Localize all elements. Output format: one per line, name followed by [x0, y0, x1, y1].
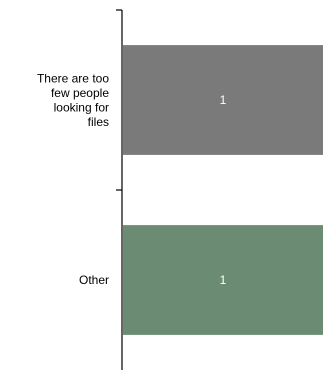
- category-label-1: Other: [79, 273, 109, 287]
- category-label-0: There are too few people looking for files: [37, 71, 109, 129]
- data-label-0: 1: [220, 93, 227, 107]
- category-label-0-line-0: There are too: [37, 71, 109, 85]
- category-label-1-line-0: Other: [79, 273, 109, 287]
- category-label-0-line-1: few people: [51, 86, 109, 100]
- bars-layer: [123, 45, 323, 335]
- y-axis: [116, 9, 123, 370]
- category-label-0-line-2: looking for: [54, 100, 109, 114]
- data-label-1: 1: [220, 273, 227, 287]
- labels-layer: 1 1 There are too few people looking for file…: [37, 71, 227, 287]
- bar-1: [123, 225, 323, 335]
- bar-0: [123, 45, 323, 155]
- category-label-0-line-3: files: [88, 115, 109, 129]
